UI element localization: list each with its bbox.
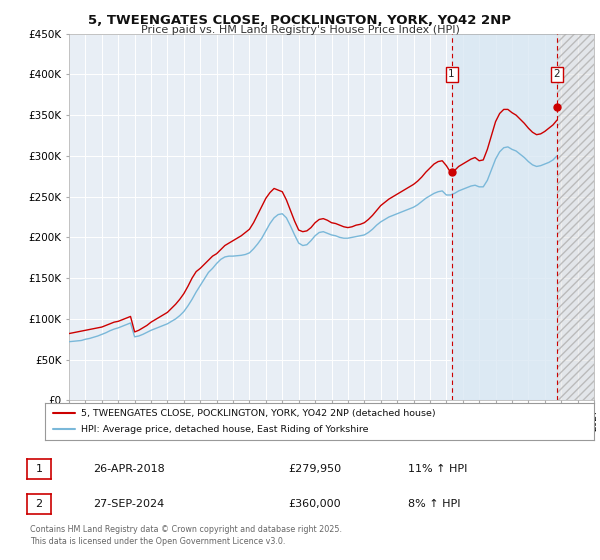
Text: 5, TWEENGATES CLOSE, POCKLINGTON, YORK, YO42 2NP (detached house): 5, TWEENGATES CLOSE, POCKLINGTON, YORK, … bbox=[80, 409, 436, 418]
Text: £279,950: £279,950 bbox=[288, 464, 341, 474]
Text: Price paid vs. HM Land Registry's House Price Index (HPI): Price paid vs. HM Land Registry's House … bbox=[140, 25, 460, 35]
Text: £360,000: £360,000 bbox=[288, 499, 341, 509]
Text: 1: 1 bbox=[448, 69, 455, 80]
Bar bbox=[557, 34, 594, 400]
Text: 27-SEP-2024: 27-SEP-2024 bbox=[93, 499, 164, 509]
Text: 1: 1 bbox=[35, 464, 43, 474]
Text: 26-APR-2018: 26-APR-2018 bbox=[93, 464, 165, 474]
Text: 11% ↑ HPI: 11% ↑ HPI bbox=[408, 464, 467, 474]
Text: 2: 2 bbox=[35, 499, 43, 509]
Text: HPI: Average price, detached house, East Riding of Yorkshire: HPI: Average price, detached house, East… bbox=[80, 425, 368, 434]
Text: 2: 2 bbox=[554, 69, 560, 80]
Text: 5, TWEENGATES CLOSE, POCKLINGTON, YORK, YO42 2NP: 5, TWEENGATES CLOSE, POCKLINGTON, YORK, … bbox=[89, 14, 511, 27]
Text: 8% ↑ HPI: 8% ↑ HPI bbox=[408, 499, 461, 509]
Bar bbox=[452, 34, 557, 400]
Bar bbox=[557, 34, 594, 400]
Text: Contains HM Land Registry data © Crown copyright and database right 2025.
This d: Contains HM Land Registry data © Crown c… bbox=[30, 525, 342, 546]
